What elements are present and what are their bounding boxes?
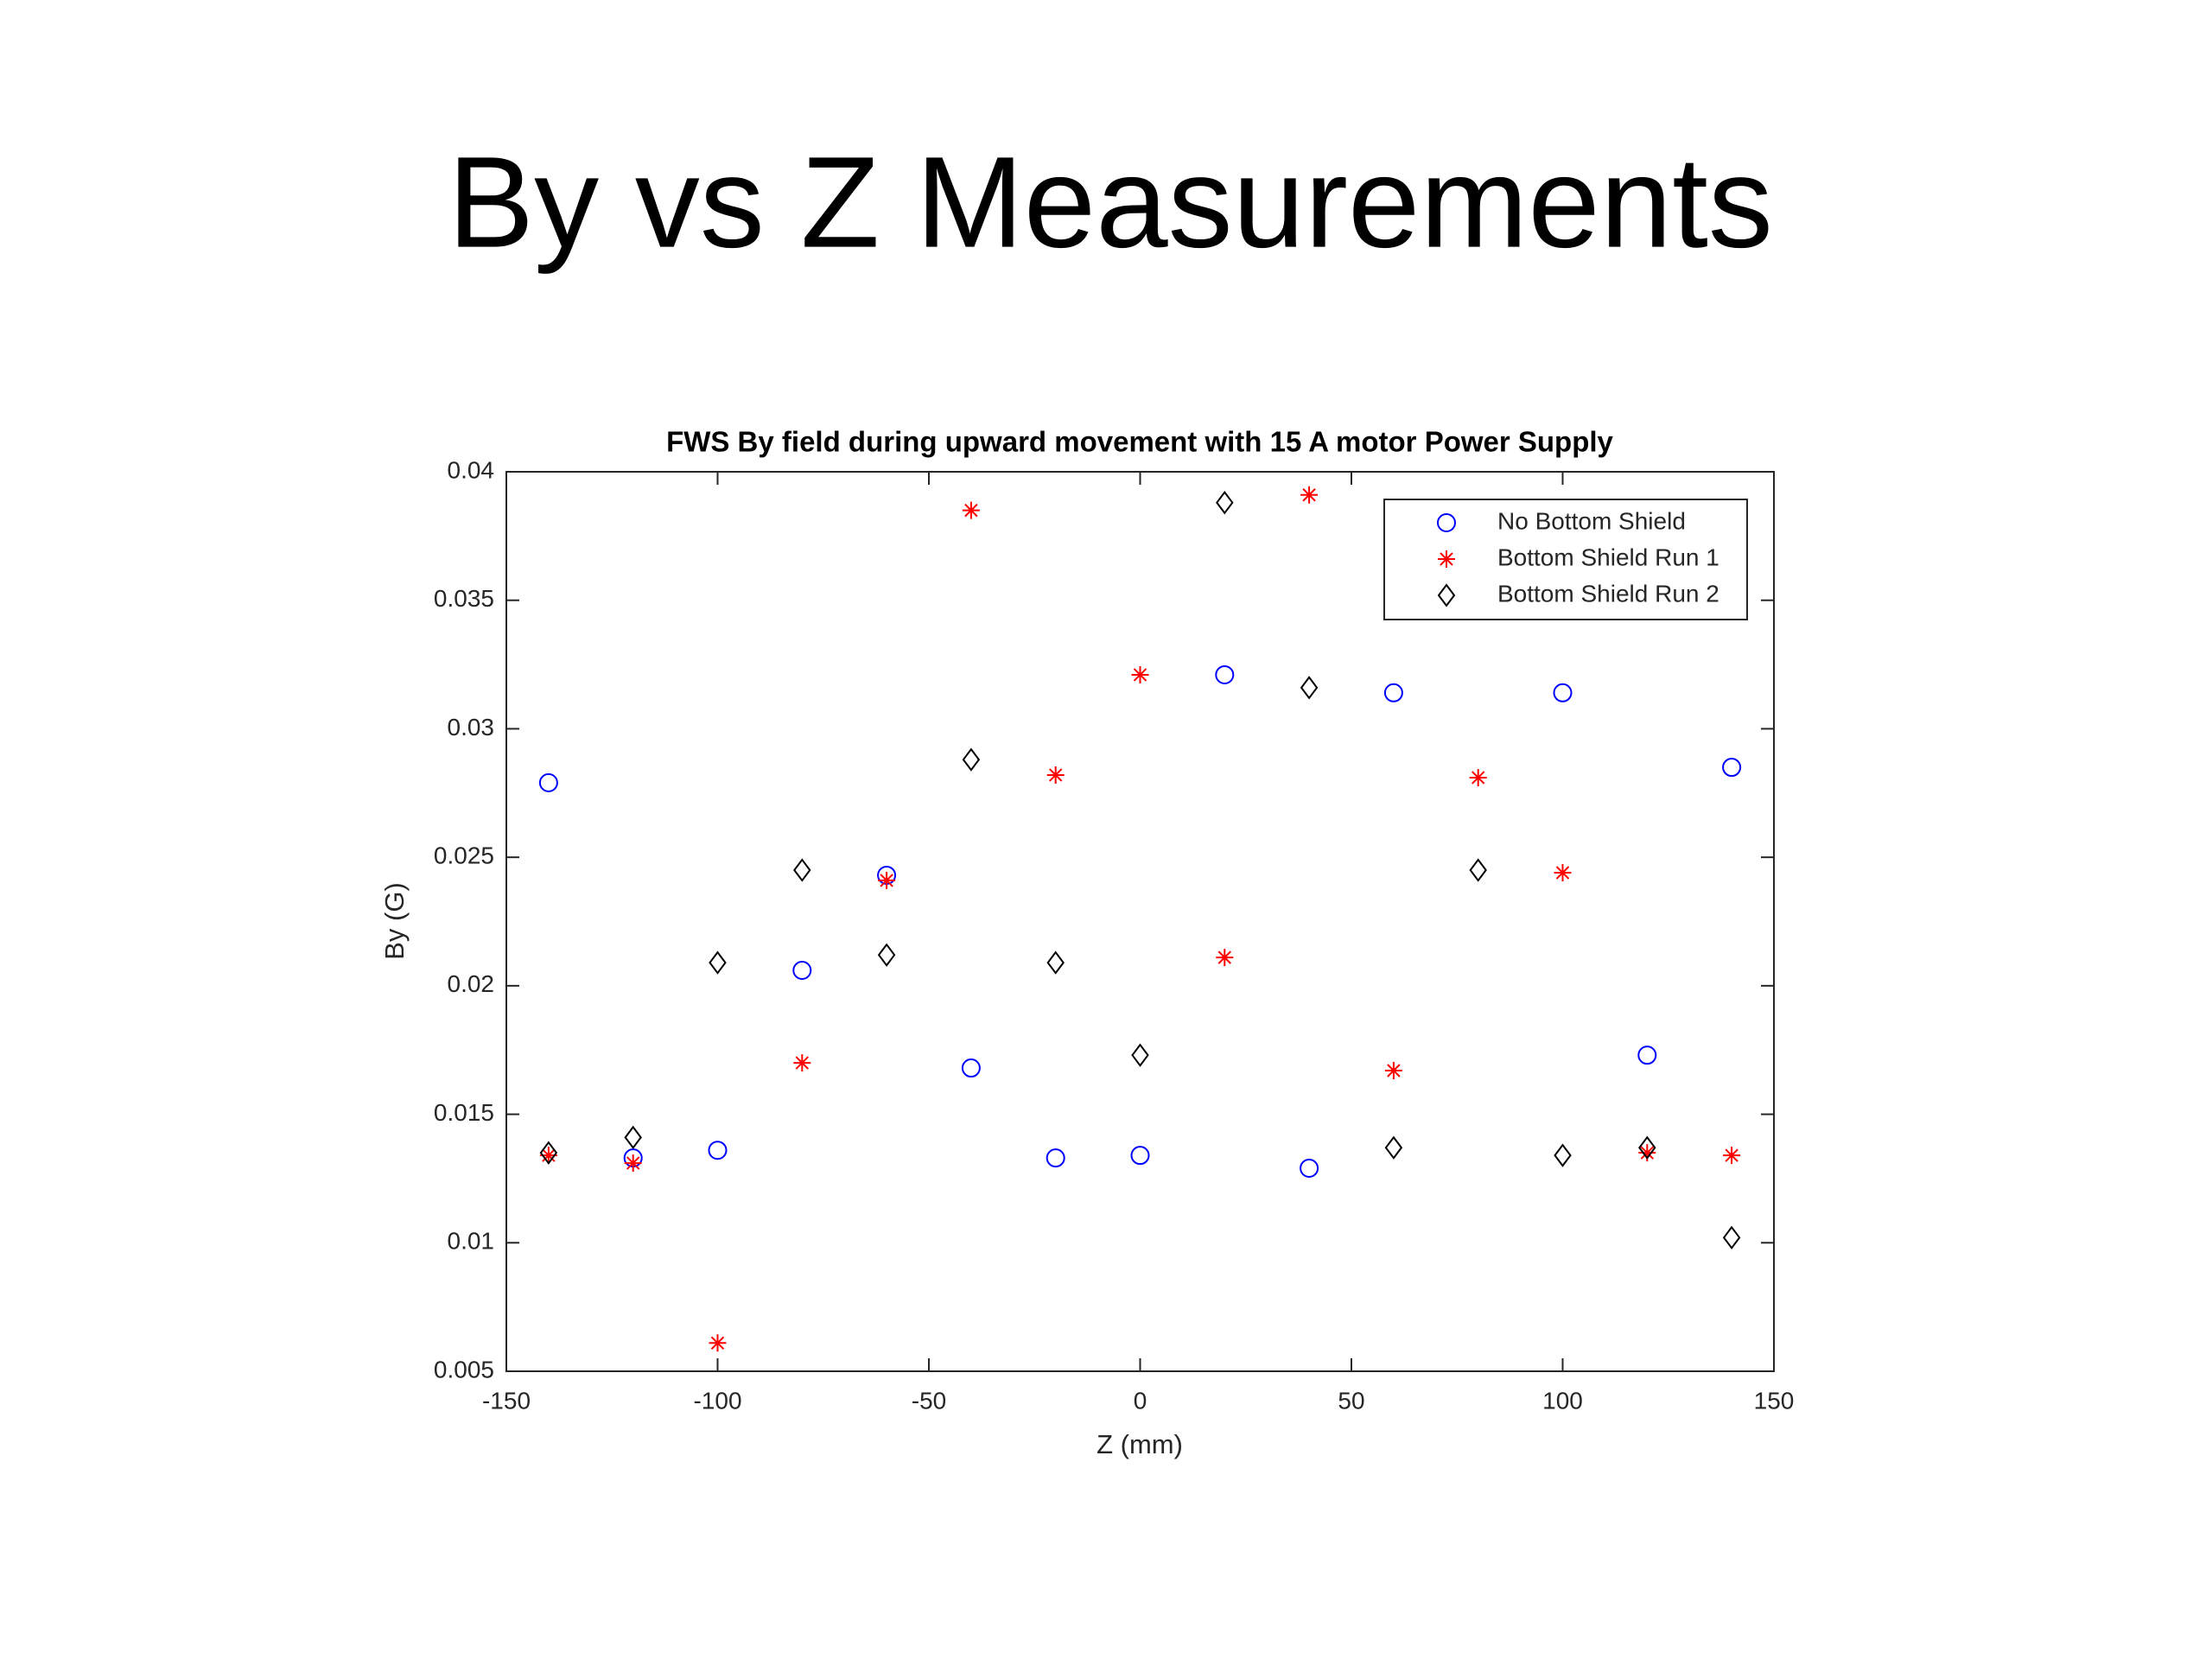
data-point bbox=[1215, 664, 1235, 684]
data-point bbox=[1554, 1143, 1572, 1167]
data-point bbox=[962, 501, 980, 519]
data-point bbox=[1300, 486, 1319, 504]
data-point bbox=[793, 1054, 811, 1072]
slide-title: By vs Z Measurements bbox=[448, 130, 1773, 275]
data-point bbox=[624, 1125, 642, 1150]
data-point bbox=[539, 1141, 558, 1165]
data-point bbox=[1722, 758, 1742, 778]
data-point bbox=[1130, 1146, 1150, 1166]
data-point bbox=[1638, 1144, 1656, 1162]
data-point bbox=[1131, 1043, 1149, 1067]
legend-marker bbox=[1438, 550, 1455, 568]
data-point bbox=[539, 1147, 557, 1165]
data-point bbox=[1637, 1046, 1657, 1065]
y-tick-label: 0.015 bbox=[434, 1099, 494, 1126]
y-axis-label: By (G) bbox=[379, 882, 410, 960]
data-point bbox=[962, 747, 981, 772]
data-point bbox=[1554, 863, 1572, 881]
y-tick-label: 0.025 bbox=[434, 842, 494, 869]
data-point bbox=[1046, 950, 1065, 975]
y-tick-label: 0.04 bbox=[448, 456, 495, 483]
data-point bbox=[793, 858, 811, 882]
x-tick-label: 150 bbox=[1754, 1387, 1795, 1414]
x-tick-label: 100 bbox=[1542, 1387, 1583, 1414]
data-point bbox=[961, 1058, 981, 1078]
data-point bbox=[1046, 1148, 1065, 1168]
x-tick-label: -100 bbox=[693, 1387, 741, 1414]
data-point bbox=[1300, 676, 1319, 700]
y-tick-label: 0.03 bbox=[448, 714, 495, 741]
x-tick-label: 0 bbox=[1134, 1387, 1147, 1414]
x-tick-label: 50 bbox=[1338, 1387, 1364, 1414]
data-point bbox=[1469, 858, 1487, 882]
x-tick-label: -150 bbox=[482, 1387, 531, 1414]
data-point bbox=[1300, 1159, 1319, 1179]
data-point bbox=[1722, 1225, 1741, 1250]
data-point bbox=[708, 1141, 728, 1160]
chart-title: FWS By field during upward movement with… bbox=[666, 426, 1613, 458]
data-point bbox=[709, 1334, 727, 1352]
legend-marker bbox=[1437, 513, 1456, 532]
data-point bbox=[1383, 683, 1403, 702]
data-point bbox=[1131, 665, 1149, 683]
y-tick-label: 0.005 bbox=[434, 1356, 494, 1382]
legend-label: Bottom Shield Run 1 bbox=[1497, 543, 1719, 570]
legend-label: Bottom Shield Run 2 bbox=[1497, 580, 1719, 607]
data-point bbox=[1384, 1135, 1403, 1160]
data-point bbox=[792, 961, 812, 981]
y-tick-label: 0.02 bbox=[448, 970, 495, 997]
data-point bbox=[1384, 1062, 1402, 1080]
legend-label: No Bottom Shield bbox=[1497, 507, 1686, 534]
data-point bbox=[1469, 768, 1487, 786]
data-point bbox=[1553, 683, 1573, 702]
data-point bbox=[1216, 949, 1234, 967]
data-point bbox=[1216, 491, 1234, 515]
data-point bbox=[1723, 1147, 1741, 1165]
data-point bbox=[624, 1154, 642, 1173]
y-tick-label: 0.01 bbox=[448, 1228, 495, 1255]
data-point bbox=[877, 943, 896, 967]
x-axis-label: Z (mm) bbox=[1096, 1429, 1183, 1459]
legend-marker bbox=[1437, 583, 1456, 607]
y-tick-label: 0.035 bbox=[434, 585, 494, 612]
data-point bbox=[1046, 766, 1065, 784]
x-tick-label: -50 bbox=[912, 1387, 946, 1414]
data-point bbox=[709, 950, 727, 975]
data-point bbox=[538, 772, 558, 792]
data-point bbox=[878, 871, 896, 889]
data-point bbox=[1638, 1135, 1656, 1160]
